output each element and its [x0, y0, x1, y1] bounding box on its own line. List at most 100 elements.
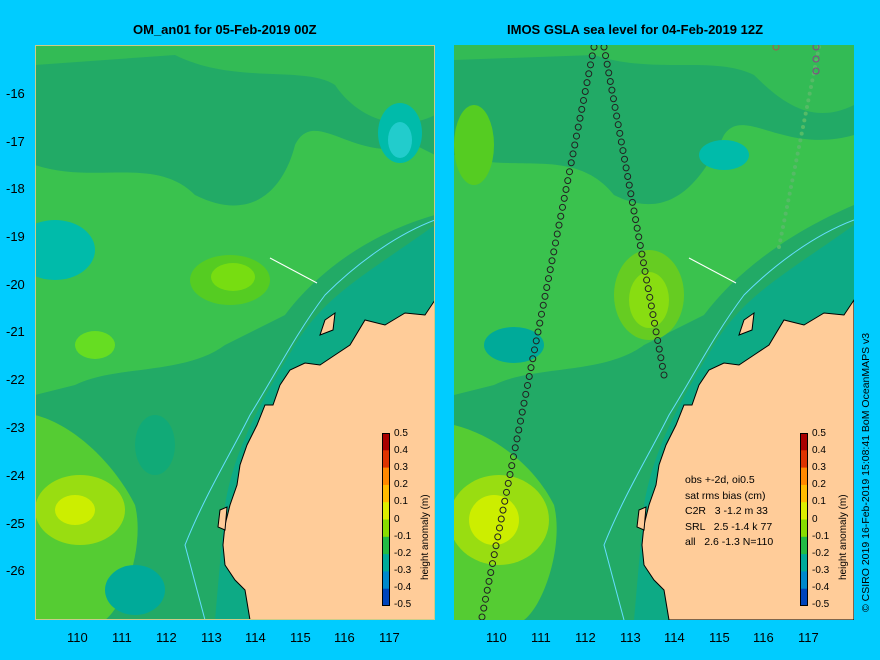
colorbar-label: -0.5 [394, 599, 412, 610]
colorbar-title: height anomaly (m) [420, 494, 431, 580]
track-point [614, 121, 622, 129]
track-point [508, 462, 516, 470]
track-point [578, 105, 586, 113]
obs-stats: obs +-2d, oi0.5 sat rms bias (cm) C2R 3 -1… [685, 473, 773, 551]
satellite-track-points [478, 45, 821, 620]
left-map-field [35, 45, 435, 620]
track-point [652, 328, 660, 336]
x-tick: 114 [245, 630, 266, 645]
colorbar-swatch [382, 502, 390, 520]
colorbar-label: 0.1 [394, 496, 408, 507]
colorbar-label: 0.3 [812, 462, 826, 473]
track-point [654, 336, 662, 344]
stats-line: all 2.6 -1.3 N=110 [685, 536, 774, 548]
track-point [609, 95, 617, 103]
colorbar-swatch [800, 433, 808, 451]
colorbar-border [382, 433, 390, 606]
x-tick: 110 [486, 630, 507, 645]
track-point [624, 172, 632, 180]
x-tick: 112 [575, 630, 596, 645]
colorbar-border [800, 433, 808, 606]
track-point [520, 399, 528, 407]
track-point [657, 354, 665, 362]
track-point [622, 164, 630, 172]
track-point [628, 198, 636, 206]
colorbar-swatch [382, 536, 390, 555]
track-point [581, 88, 589, 96]
y-tick: -23 [6, 420, 25, 435]
track-point [655, 345, 663, 353]
track-point [602, 52, 610, 60]
track-point [527, 364, 535, 372]
track-point [571, 141, 579, 149]
colorbar-swatch [800, 571, 808, 590]
track-point [574, 123, 582, 131]
track-point [627, 190, 635, 198]
x-tick: 117 [798, 630, 819, 645]
colorbar-label: -0.4 [812, 582, 830, 593]
track-point [644, 285, 652, 293]
colorbar-label: -0.1 [394, 531, 412, 542]
track-point [647, 302, 655, 310]
track-point [583, 79, 591, 87]
x-tick: 110 [67, 630, 88, 645]
track-point [518, 408, 526, 416]
y-tick: -20 [6, 277, 25, 292]
track-point [543, 283, 551, 291]
colorbar-label: -0.2 [394, 548, 412, 559]
track-point [617, 138, 625, 146]
y-tick: -21 [6, 324, 25, 339]
track-point [783, 211, 788, 216]
track-point [504, 479, 512, 487]
track-point [564, 177, 572, 185]
track-point [807, 91, 812, 96]
track-point [658, 362, 666, 370]
track-point [515, 426, 523, 434]
track-point [795, 151, 800, 156]
stats-line: SRL 2.5 -1.4 k 77 [685, 520, 773, 533]
colorbar-swatch [800, 536, 808, 555]
y-tick: -26 [6, 563, 25, 578]
track-point [635, 233, 643, 241]
track-point [779, 231, 784, 236]
track-point [603, 60, 611, 68]
track-point [513, 435, 521, 443]
track-point [499, 506, 507, 514]
track-point [810, 78, 815, 83]
colorbar-label: 0.4 [812, 445, 826, 456]
track-point [611, 103, 619, 111]
colorbar-swatch [382, 450, 390, 469]
colorbar-label: -0.2 [812, 548, 830, 559]
stats-line: C2R 3 -1.2 m 33 [685, 505, 768, 517]
track-point [633, 224, 641, 232]
colorbar-label: -0.1 [812, 531, 830, 542]
track-point [566, 168, 573, 176]
track-point [560, 194, 568, 202]
track-point [811, 71, 816, 76]
track-point [489, 560, 496, 568]
colorbar-swatch [382, 433, 390, 451]
track-point [490, 551, 498, 559]
colorbar-swatch [800, 467, 808, 486]
track-point [785, 205, 789, 209]
track-point [799, 131, 804, 136]
track-point [660, 371, 668, 379]
track-point [522, 390, 530, 398]
stats-line: sat rms bias (cm) [685, 489, 766, 502]
colorbar-label: 0.2 [394, 479, 408, 490]
colorbar-swatches [382, 433, 390, 606]
colorbar-swatch [800, 484, 808, 503]
track-point [798, 138, 803, 143]
colorbar-swatch [382, 519, 390, 538]
track-point [621, 155, 629, 163]
track-point [803, 111, 808, 116]
track-point [478, 613, 486, 620]
track-point [588, 52, 596, 60]
x-tick: 111 [531, 630, 551, 645]
track-point [646, 293, 654, 301]
track-point [638, 250, 646, 258]
track-point [794, 158, 799, 163]
track-point [485, 577, 493, 585]
track-point [793, 165, 797, 169]
x-tick: 114 [664, 630, 685, 645]
